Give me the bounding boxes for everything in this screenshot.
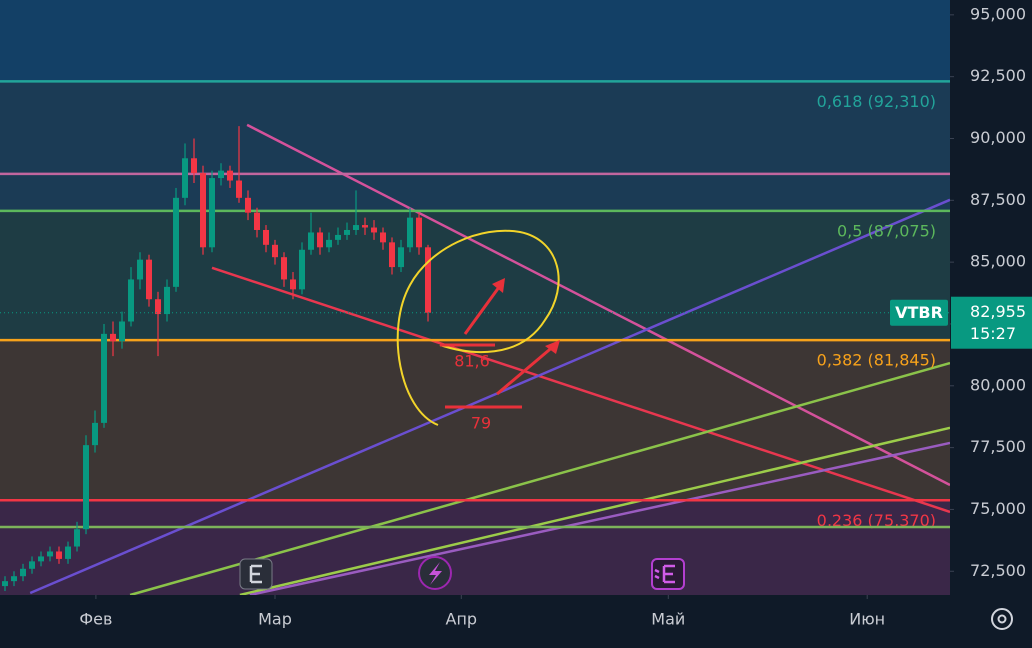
annotation: 81,6 <box>454 352 490 371</box>
trendline <box>239 426 951 597</box>
event-icon[interactable] <box>418 556 452 590</box>
candle-body <box>317 232 324 248</box>
candle-body <box>398 247 405 268</box>
candle-body <box>101 333 108 423</box>
arrow <box>496 343 556 396</box>
candle-body <box>425 247 432 313</box>
candle-body <box>182 158 189 198</box>
candle-body <box>344 229 351 235</box>
candle-body <box>290 279 297 290</box>
candle-body <box>65 546 72 559</box>
candle-body <box>110 333 117 342</box>
candle-body <box>146 259 153 300</box>
candle-body <box>335 234 342 240</box>
trendline <box>211 266 951 514</box>
candle-body <box>38 556 45 562</box>
y-tick-label: 85,000 <box>970 252 1026 271</box>
candle-body <box>236 180 243 198</box>
candle-body <box>209 178 216 248</box>
candle-body <box>254 212 261 230</box>
hand-ellipse <box>396 229 560 426</box>
candle-body <box>47 551 54 557</box>
candle-body <box>83 445 90 530</box>
level-label: 0,382 (81,845) <box>817 351 936 370</box>
last-time-label: 15:27 <box>970 324 1016 343</box>
candle-body <box>245 197 252 213</box>
candle-body <box>191 158 198 174</box>
symbol-tag <box>890 299 948 326</box>
y-tick-label: 72,500 <box>970 561 1026 580</box>
candle-body <box>281 257 288 280</box>
y-tick-label: 87,500 <box>970 190 1026 209</box>
annotation: 79 <box>471 414 491 433</box>
plot-area: 0,618 (92,310) 0,5 (87,075) 0,382 (81,845)… <box>0 0 951 597</box>
last-price-box <box>951 296 1032 349</box>
x-tick-label: Апр <box>446 610 478 629</box>
candle-body <box>371 227 378 233</box>
candle-body <box>326 239 333 248</box>
x-tick-label: Фев <box>79 610 112 629</box>
arrow-head <box>492 278 505 293</box>
x-tick-label: Мар <box>258 610 292 629</box>
symbol-label: VTBR <box>895 303 943 322</box>
y-tick-label: 77,500 <box>970 437 1026 456</box>
level-label: 0,5 (87,075) <box>837 221 936 240</box>
candle-body <box>200 173 207 248</box>
arrow <box>463 282 504 335</box>
candle-body <box>263 229 270 245</box>
candle-body <box>11 576 18 582</box>
candle-body <box>380 232 387 243</box>
y-tick-label: 80,000 <box>970 375 1026 394</box>
candle-body <box>128 279 135 322</box>
y-tick-label: 90,000 <box>970 128 1026 147</box>
candle-body <box>173 197 180 287</box>
trendline <box>249 441 951 597</box>
settings-button[interactable] <box>991 608 1013 630</box>
candle-body <box>362 225 369 228</box>
time-axis-panel <box>0 595 1032 648</box>
candle-body <box>56 551 63 559</box>
candle-body <box>155 299 162 315</box>
candle-body <box>137 259 144 280</box>
candle-body <box>119 321 126 342</box>
trendline <box>246 123 951 487</box>
trendline <box>129 361 951 597</box>
level-label: 0,618 (92,310) <box>817 92 936 111</box>
candle-body <box>29 561 36 569</box>
x-tick-label: Июн <box>849 610 885 629</box>
candle-body <box>272 244 279 258</box>
candle-body <box>2 581 9 587</box>
candle-body <box>416 217 423 248</box>
x-tick-label: Май <box>651 610 685 629</box>
candle-body <box>218 170 225 179</box>
candle-body <box>389 242 396 268</box>
level-zone <box>0 340 950 501</box>
level-zone <box>0 500 950 595</box>
candle-body <box>299 249 306 290</box>
candle-body <box>308 232 315 250</box>
y-tick-label: 92,500 <box>970 66 1026 85</box>
last-price-label: 82,955 <box>970 302 1026 321</box>
y-tick-label: 75,000 <box>970 499 1026 518</box>
candle-body <box>164 286 171 315</box>
earnings-icon[interactable] <box>239 558 273 590</box>
level-label: 0,236 (75,370) <box>817 511 936 530</box>
y-tick-label: 95,000 <box>970 4 1026 23</box>
candle-body <box>20 568 27 577</box>
candle-body <box>74 529 81 547</box>
candle-body <box>353 225 360 230</box>
arrow-head <box>545 340 560 354</box>
candle-body <box>92 422 99 446</box>
candle-body <box>407 217 414 248</box>
level-zone <box>0 81 950 211</box>
future-earnings-icon[interactable] <box>651 558 685 590</box>
candle-body <box>227 170 234 181</box>
